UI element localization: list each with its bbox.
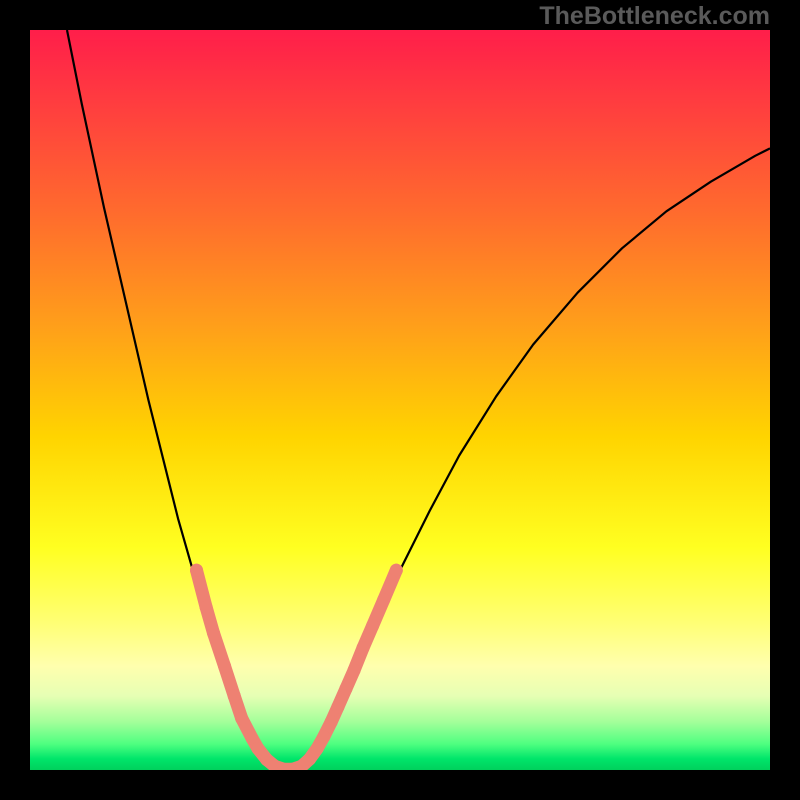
marker-bead	[251, 742, 264, 755]
marker-bead	[218, 660, 231, 673]
curve-path	[67, 30, 770, 770]
chart-container: TheBottleneck.com	[0, 0, 800, 800]
marker-bead	[207, 627, 220, 640]
marker-bead	[390, 564, 403, 577]
marker-bead	[190, 564, 203, 577]
marker-bead	[377, 593, 390, 606]
marker-bead	[200, 601, 213, 614]
marker-bead	[311, 742, 324, 755]
marker-bead	[325, 715, 338, 728]
watermark-text: TheBottleneck.com	[539, 2, 770, 31]
marker-bead	[331, 701, 344, 714]
bottleneck-curve	[30, 30, 770, 770]
marker-bead	[235, 712, 248, 725]
marker-bead	[348, 664, 361, 677]
marker-bead	[339, 682, 352, 695]
marker-bead	[357, 641, 370, 654]
marker-bead	[228, 690, 241, 703]
plot-area	[30, 30, 770, 770]
marker-bead	[317, 730, 330, 743]
marker-bead	[366, 619, 379, 632]
